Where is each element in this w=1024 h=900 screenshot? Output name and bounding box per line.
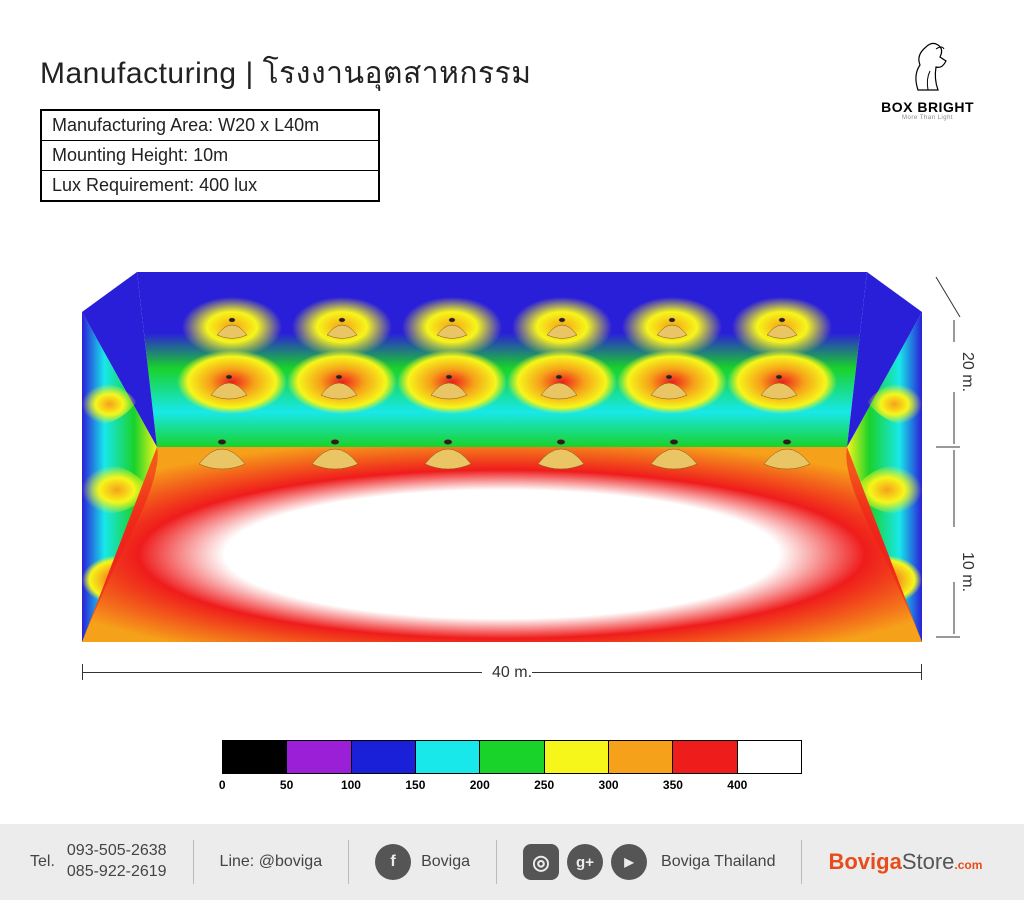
page-title: Manufacturing | โรงงานอุตสาหกรรม bbox=[40, 50, 532, 97]
social-group-label: Boviga Thailand bbox=[661, 853, 775, 871]
legend-value: 150 bbox=[383, 778, 447, 792]
dim-tick bbox=[921, 664, 922, 680]
legend-swatch bbox=[545, 741, 609, 773]
legend-swatch bbox=[352, 741, 416, 773]
dim-line bbox=[82, 672, 482, 673]
header: Manufacturing | โรงงานอุตสาหกรรม Manufac… bbox=[0, 0, 1024, 212]
legend-swatch bbox=[287, 741, 351, 773]
tel-number: 093-505-2638 bbox=[67, 841, 167, 862]
legend-swatch bbox=[609, 741, 673, 773]
legend-value: 50 bbox=[254, 778, 318, 792]
color-legend: 050100150200250300350400 bbox=[222, 740, 802, 792]
legend-value: 200 bbox=[448, 778, 512, 792]
social-group[interactable]: ◎ g+ ▶ Boviga Thailand bbox=[523, 844, 775, 880]
facebook-label: Boviga bbox=[421, 853, 470, 871]
facebook-block[interactable]: f Boviga bbox=[375, 844, 470, 880]
legend-value: 250 bbox=[512, 778, 576, 792]
dim-tick bbox=[82, 664, 83, 680]
legend-swatch bbox=[738, 741, 801, 773]
line-block: Line: @boviga bbox=[220, 853, 323, 871]
line-label: Line: bbox=[220, 853, 255, 870]
legend-value: 350 bbox=[641, 778, 705, 792]
googleplus-icon: g+ bbox=[567, 844, 603, 880]
lux-heatmap-diagram: 40 m. 20 m. 10 m. bbox=[52, 272, 972, 702]
horse-icon bbox=[898, 35, 958, 95]
legend-value: 300 bbox=[576, 778, 640, 792]
store-part2: Store bbox=[902, 849, 955, 874]
instagram-icon: ◎ bbox=[523, 844, 559, 880]
tel-label: Tel. bbox=[30, 853, 55, 871]
dim-width-label: 40 m. bbox=[492, 664, 532, 682]
header-left: Manufacturing | โรงงานอุตสาหกรรม Manufac… bbox=[40, 50, 532, 202]
divider bbox=[348, 840, 349, 884]
brand-tagline: More Than Light bbox=[881, 115, 974, 121]
brand-logo: BOX BRIGHT More Than Light bbox=[881, 35, 984, 121]
divider bbox=[801, 840, 802, 884]
footer: Tel. 093-505-2638 085-922-2619 Line: @bo… bbox=[0, 824, 1024, 900]
legend-labels: 050100150200250300350400 bbox=[222, 778, 802, 792]
store-part3: .com bbox=[954, 858, 982, 872]
store-part1: Boviga bbox=[828, 849, 901, 874]
legend-swatch bbox=[673, 741, 737, 773]
dim-depth-label: 20 m. bbox=[958, 352, 976, 392]
spec-row: Mounting Height: 10m bbox=[42, 141, 378, 171]
dim-height-label: 10 m. bbox=[958, 552, 976, 592]
legend-swatch bbox=[480, 741, 544, 773]
legend-swatch bbox=[416, 741, 480, 773]
tel-number: 085-922-2619 bbox=[67, 862, 167, 883]
store-logo[interactable]: BovigaStore.com bbox=[828, 849, 982, 875]
legend-swatch bbox=[223, 741, 287, 773]
line-handle: @boviga bbox=[259, 853, 322, 870]
facebook-icon: f bbox=[375, 844, 411, 880]
divider bbox=[496, 840, 497, 884]
tel-block: Tel. 093-505-2638 085-922-2619 bbox=[30, 841, 167, 883]
spec-row: Lux Requirement: 400 lux bbox=[42, 171, 378, 200]
divider bbox=[193, 840, 194, 884]
youtube-icon: ▶ bbox=[611, 844, 647, 880]
legend-value: 400 bbox=[705, 778, 769, 792]
brand-name: BOX BRIGHT bbox=[881, 99, 974, 115]
legend-value: 0 bbox=[190, 778, 254, 792]
heatmap-svg bbox=[82, 272, 922, 642]
spec-row: Manufacturing Area: W20 x L40m bbox=[42, 111, 378, 141]
dim-line bbox=[532, 672, 922, 673]
spec-table: Manufacturing Area: W20 x L40m Mounting … bbox=[40, 109, 380, 202]
legend-value: 100 bbox=[319, 778, 383, 792]
legend-swatches bbox=[222, 740, 802, 774]
